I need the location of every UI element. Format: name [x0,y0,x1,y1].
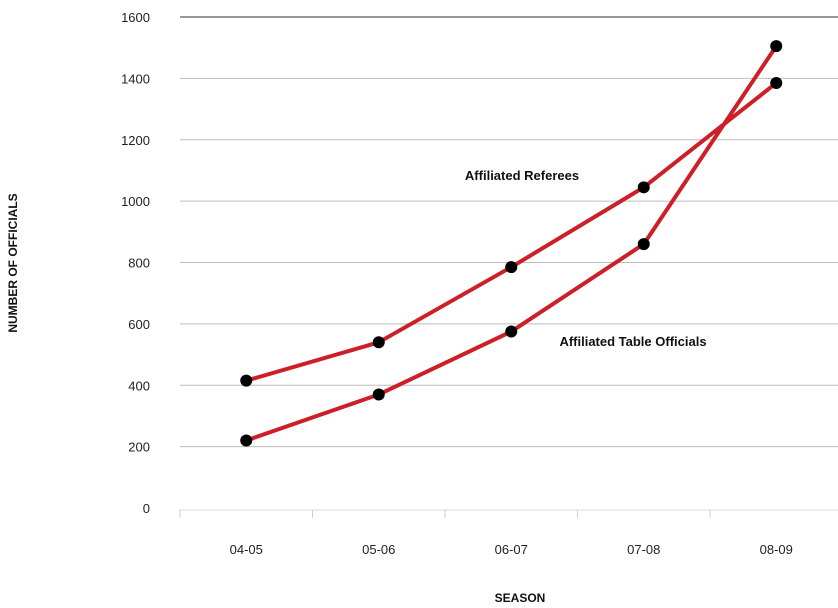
data-point-referees-04-05 [240,374,253,387]
data-point-table-officials-07-08 [637,238,650,251]
x-tick-label-08-09: 08-09 [760,542,793,557]
data-point-table-officials-04-05 [240,434,253,447]
data-point-referees-07-08 [637,181,650,194]
x-axis-tick-labels: 04-05 05-06 06-07 07-08 08-09 [230,542,793,557]
x-tick-label-04-05: 04-05 [230,542,263,557]
x-tick-label-07-08: 07-08 [627,542,660,557]
series-label-affiliated-table-officials: Affiliated Table Officials [559,334,706,349]
y-tick-label-0: 0 [143,501,150,516]
x-axis-title: SEASON [495,591,546,605]
x-axis [179,509,838,518]
data-markers [240,40,783,447]
data-point-table-officials-05-06 [372,388,385,401]
data-point-table-officials-06-07 [505,325,518,338]
data-point-referees-06-07 [505,261,518,274]
y-tick-label-200: 200 [128,440,150,455]
y-axis-tick-labels: 0 200 400 600 800 1000 1200 1400 1600 [121,10,150,516]
x-tick-label-05-06: 05-06 [362,542,395,557]
y-tick-label-600: 600 [128,317,150,332]
y-axis-title: NUMBER OF OFFICIALS [6,193,20,332]
series-lines [244,44,779,443]
y-tick-label-800: 800 [128,256,150,271]
x-tick-label-06-07: 06-07 [495,542,528,557]
y-tick-label-1400: 1400 [121,71,150,86]
y-tick-label-1200: 1200 [121,133,150,148]
data-point-referees-05-06 [372,336,385,349]
y-tick-label-1000: 1000 [121,194,150,209]
y-tick-label-1600: 1600 [121,10,150,25]
series-label-affiliated-referees: Affiliated Referees [465,168,579,183]
data-point-referees-08-09 [770,76,783,89]
y-tick-label-400: 400 [128,378,150,393]
data-point-table-officials-08-09 [770,40,783,53]
grid-lines [180,16,838,448]
series-line-affiliated-table-officials [244,44,779,443]
